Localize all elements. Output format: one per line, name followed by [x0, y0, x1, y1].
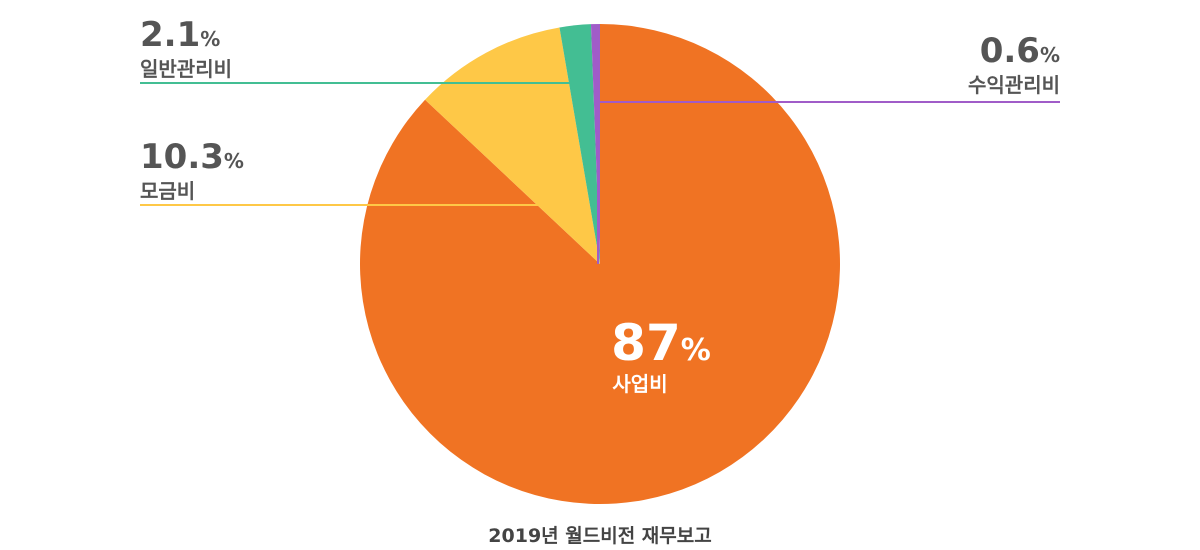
pie-slices	[360, 24, 840, 504]
leader-line-revenue-admin	[597, 101, 1060, 264]
label-percent-fundraising: 10.3%	[140, 137, 244, 177]
slice-general-admin	[559, 24, 600, 264]
center-percent-label: 87%	[611, 314, 711, 372]
label-percent-revenue-admin: 0.6%	[980, 31, 1060, 71]
center-percent-value: 87	[611, 314, 681, 372]
label-category-general-admin: 일반관리비	[140, 57, 232, 81]
label-category-fundraising: 모금비	[140, 179, 195, 203]
label-category-revenue-admin: 수익관리비	[968, 73, 1060, 97]
label-percent-general-admin: 2.1%	[140, 15, 220, 55]
center-percent-symbol: %	[681, 333, 711, 368]
leader-lines	[140, 82, 1060, 264]
center-category-label: 사업비	[612, 372, 667, 396]
slice-fundraising	[425, 27, 600, 264]
chart-title: 2019년 월드비전 재무보고	[488, 525, 711, 547]
